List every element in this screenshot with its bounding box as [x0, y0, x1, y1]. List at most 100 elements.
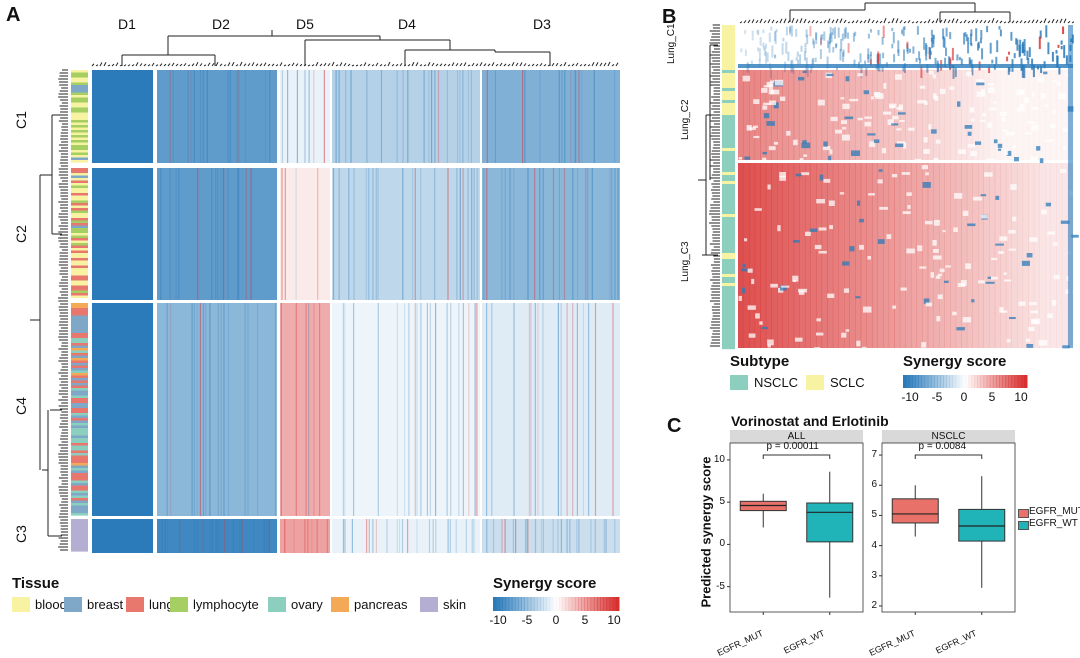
tissue-annotation: [71, 72, 88, 76]
heatmap-stripe: [193, 70, 195, 163]
lung-cell: [976, 91, 986, 97]
lung-column: [749, 163, 756, 348]
lung-cell: [949, 32, 952, 40]
tissue-annotation: [71, 415, 88, 419]
lung-cell: [830, 116, 838, 122]
lung-cell: [819, 174, 824, 181]
lung-cell: [766, 52, 769, 62]
dendrogram-leaf: [427, 62, 431, 67]
heatmap-stripe: [205, 303, 207, 516]
lung-cell: [933, 157, 939, 164]
lung-cell: [937, 273, 943, 277]
heatmap-stripe: [435, 519, 437, 553]
heatmap-stripe: [474, 303, 476, 516]
subtype-annotation: [722, 184, 735, 188]
dendrogram-leaf: [1043, 18, 1047, 24]
dendrogram-leaf: [107, 64, 111, 67]
tissue-annotation: [71, 270, 88, 274]
lung-cell: [1053, 110, 1057, 114]
tissue-annotation: [71, 438, 88, 441]
tissue-annotation: [71, 95, 88, 98]
lung-cell: [882, 52, 885, 59]
dendrogram-leaf: [611, 64, 615, 67]
dendrogram-leaf: [331, 61, 335, 67]
tissue-annotation: [71, 383, 88, 386]
lung-column: [872, 70, 878, 160]
lung-cell: [795, 29, 798, 37]
lung-column: [1006, 70, 1012, 160]
col-cluster-d4: D4: [398, 16, 416, 32]
lung-cell: [744, 156, 751, 160]
dendrogram-leaf: [783, 18, 787, 24]
dendrogram-leaf: [307, 64, 311, 67]
subtype-annotation: [722, 160, 735, 164]
lung-cell: [797, 59, 800, 65]
lung-cell: [1026, 253, 1033, 258]
dendrogram-leaf: [947, 19, 951, 24]
tissue-annotation: [71, 137, 88, 141]
subtype-swatch-nsclc: [730, 375, 748, 390]
dendrogram-leaf: [915, 20, 919, 24]
heatmap-stripe: [446, 303, 448, 516]
panel-b-colorbar: [989, 375, 994, 388]
lung-cell: [1023, 97, 1030, 104]
dendrogram-leaf: [175, 63, 179, 67]
tissue-annotation: [71, 448, 88, 451]
lung-column: [1045, 163, 1051, 348]
dendrogram-leaf: [511, 61, 515, 67]
lung-cell: [774, 79, 784, 86]
lung-column: [927, 163, 934, 348]
dendrogram-leaf: [759, 18, 763, 24]
tissue-swatch-breast: [64, 597, 82, 612]
dendrogram-leaf: [299, 63, 303, 67]
heatmap-stripe: [486, 70, 488, 163]
heatmap-stripe: [450, 303, 452, 516]
tissue-annotation: [71, 490, 88, 494]
lung-cell: [843, 288, 850, 293]
tissue-annotation: [71, 529, 88, 532]
heatmap-stripe: [534, 168, 536, 300]
dendrogram-leaf: [871, 19, 875, 24]
tissue-annotation: [71, 70, 88, 73]
lung-cell: [930, 29, 933, 37]
dendrogram-leaf: [1035, 19, 1039, 24]
lung-cell: [815, 32, 818, 40]
facet-strip-all: ALL: [730, 430, 863, 443]
subtype-annotation: [722, 124, 735, 128]
tissue-annotation: [71, 521, 88, 525]
lung-cell: [835, 44, 837, 49]
lung-cell: [792, 66, 795, 75]
heatmap-stripe: [338, 70, 340, 163]
legend-swatch-wt: [1018, 521, 1029, 530]
tissue-annotation: [71, 378, 88, 381]
tissue-annotation: [71, 183, 88, 186]
heatmap-stripe: [577, 168, 579, 300]
lung-cell: [1019, 39, 1022, 45]
lung-cell: [767, 184, 771, 190]
lung-cell: [747, 305, 756, 310]
subtype-annotation: [722, 253, 735, 257]
tissue-annotation: [71, 100, 88, 103]
heatmap-stripe: [229, 70, 231, 163]
dendrogram-leaf: [879, 20, 883, 24]
tissue-annotation: [71, 500, 88, 504]
lung-column: [821, 70, 828, 160]
heatmap-stripe: [317, 168, 319, 300]
lung-column: [972, 70, 979, 160]
lung-cell: [1058, 66, 1061, 75]
tissue-annotation: [71, 117, 88, 121]
lung-cell: [857, 200, 861, 206]
lung-cell: [782, 37, 785, 42]
heatmap-stripe: [342, 303, 344, 516]
heatmap-stripe: [558, 168, 560, 300]
heatmap-stripe: [265, 70, 267, 163]
subtype-legend-title: Subtype: [730, 353, 790, 370]
dendrogram-leaf: [455, 62, 459, 67]
lung-cell: [939, 88, 946, 94]
lung-column: [838, 70, 845, 160]
subtype-annotation: [722, 262, 735, 266]
subtype-annotation: [722, 82, 735, 86]
dendrogram-leaf: [239, 61, 243, 67]
heatmap-stripe: [402, 168, 404, 300]
subtype-annotation: [722, 28, 735, 32]
